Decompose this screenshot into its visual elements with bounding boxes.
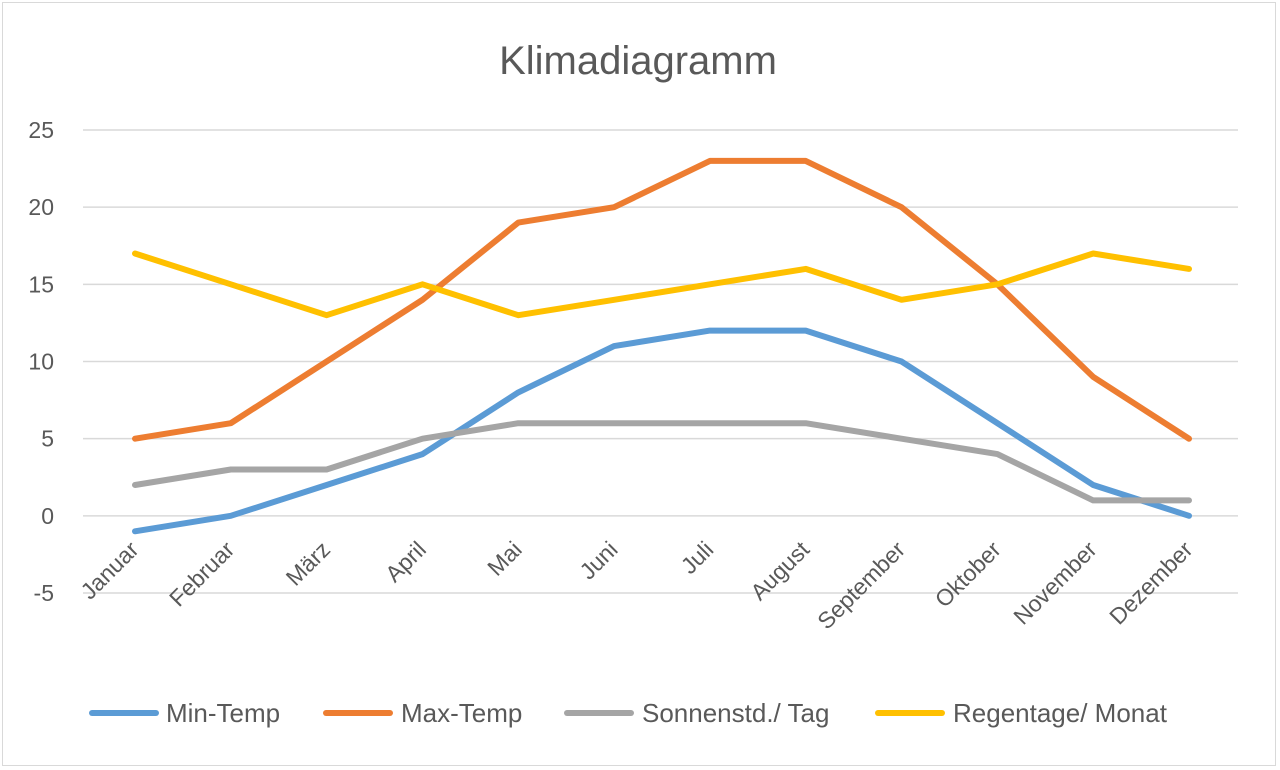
series-line-0: [132, 327, 1192, 535]
x-tick-label: März: [281, 536, 336, 591]
series-line-3: [132, 250, 1192, 319]
x-tick-label: Januar: [75, 536, 143, 604]
x-tick-label: Februar: [164, 536, 240, 612]
series-lines: [132, 157, 1192, 535]
legend-label: Regentage/ Monat: [953, 698, 1168, 728]
gridlines: [83, 129, 1238, 594]
x-tick-label: Oktober: [930, 536, 1006, 612]
x-tick-label: Dezember: [1104, 536, 1198, 630]
series-line-1: [132, 157, 1192, 442]
x-tick-label: November: [1008, 536, 1102, 630]
y-tick-label: 15: [28, 271, 54, 297]
series-line-2: [132, 420, 1192, 504]
legend: Min-Temp Max-Temp Sonnenstd./ Tag Regentage…: [89, 698, 1168, 728]
y-tick-label: 20: [28, 194, 54, 220]
legend-label: Min-Temp: [166, 698, 280, 728]
y-tick-label: -5: [34, 580, 54, 606]
x-tick-label: Juni: [574, 536, 622, 584]
y-axis-tick-labels: -5 0 5 10 15 20 25: [28, 117, 54, 606]
x-tick-label: Juli: [676, 536, 719, 579]
x-tick-label: Mai: [482, 536, 527, 581]
chart-title: Klimadiagramm: [499, 39, 777, 83]
legend-label: Sonnenstd./ Tag: [642, 698, 829, 728]
x-tick-label: September: [812, 536, 910, 634]
y-tick-label: 5: [41, 426, 54, 452]
x-axis-tick-labels: Januar Februar März April Mai Juni Juli AugustS…: [75, 536, 1197, 634]
y-tick-label: 25: [28, 117, 54, 143]
legend-label: Max-Temp: [401, 698, 522, 728]
y-tick-label: 10: [28, 349, 54, 375]
y-tick-label: 0: [41, 503, 54, 529]
x-tick-label: August: [745, 536, 814, 605]
x-tick-label: April: [380, 536, 431, 587]
